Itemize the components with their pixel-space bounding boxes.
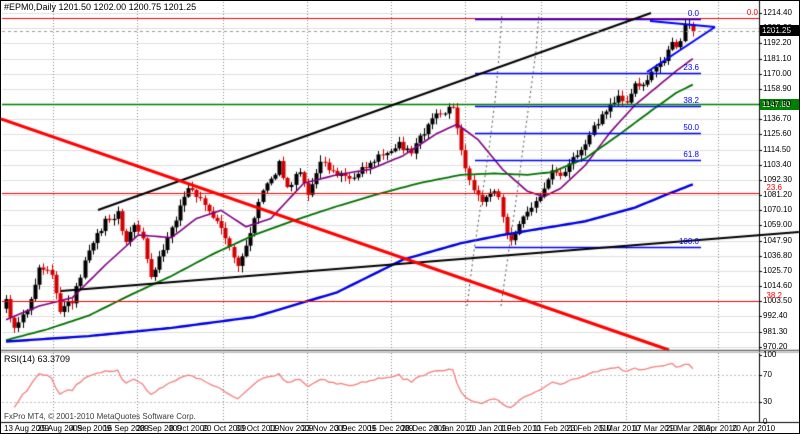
red-fib-level-label: 38.2	[766, 291, 782, 301]
time-axis-label: 20 Jan 2010	[467, 424, 512, 433]
blue-fib-level-label: 0.0	[687, 8, 699, 18]
time-axis-label: 29 Mar 2010	[665, 424, 711, 433]
price-axis-tick-label: 1136.70	[763, 114, 792, 124]
time-axis-label: 5 Mar 2010	[599, 424, 641, 433]
price-axis-tick-label: 1059.00	[763, 220, 792, 230]
time-axis-label: 25 Aug 2009	[37, 424, 83, 433]
price-axis-tick-label: 1181.10	[763, 53, 792, 63]
blue-fib-level-label: 50.0	[683, 122, 699, 132]
time-axis-label: 8 Oct 2009	[169, 424, 209, 433]
bid-price-box: 1201.25	[760, 25, 799, 37]
price-axis-tick-label: 1025.70	[763, 265, 792, 275]
time-axis-label: 15 Dec 2009	[367, 424, 414, 433]
price-axis-tick-label: 981.30	[763, 326, 788, 336]
blue-fib-level-label: 23.6	[683, 62, 699, 72]
time-axis-label: 8 Jan 2010	[434, 424, 474, 433]
time-axis-label: 20 Oct 2009	[202, 424, 247, 433]
red-fib-level-label: 23.6	[766, 182, 782, 192]
platform-copyright: FxPro MT4, © 2001-2010 MetaQuotes Softwa…	[4, 412, 196, 421]
rsi-indicator-label: RSI(14) 63.3709	[4, 355, 70, 364]
time-axis-label: 1 Feb 2010	[500, 424, 541, 433]
red-fib-level-label: 0.0	[746, 7, 758, 17]
rsi-axis-tick-label: 0	[763, 416, 768, 426]
time-axis-label: 3 Dec 2009	[334, 424, 376, 433]
time-axis-label: 4 Sep 2009	[70, 424, 112, 433]
price-axis-tick-label: 992.40	[763, 311, 788, 321]
price-axis-tick-label: 1047.90	[763, 235, 792, 245]
chart-title-ohlc: #EPM0,Daily 1201.50 1202.00 1200.75 1201…	[4, 2, 197, 12]
price-axis-tick-label: 1203.30	[763, 23, 792, 33]
price-axis-tick-label: 1014.60	[763, 281, 792, 291]
time-axis-label: 28 Dec 2009	[401, 424, 447, 433]
blue-fib-level-label: 100.0	[678, 237, 699, 247]
price-axis-tick-label: 1003.50	[763, 296, 792, 306]
rsi-axis-tick-label: 70	[763, 370, 772, 380]
time-axis-label: 28 Sep 2009	[136, 424, 182, 433]
price-axis-tick-label: 1103.40	[763, 159, 792, 169]
time-axis-label: 16 Sep 2009	[103, 424, 149, 433]
green-level-price-box: 1147.80	[760, 98, 799, 110]
time-axis-label: 11 Nov 2009	[268, 424, 314, 433]
price-axis-tick-label: 1036.80	[763, 250, 792, 260]
price-axis-tick-label: 1147.80	[763, 99, 792, 109]
price-axis-tick-label: 970.20	[763, 341, 788, 351]
time-axis-label: 30 Oct 2009	[235, 424, 280, 433]
price-axis-tick-label: 1070.10	[763, 205, 792, 215]
time-axis-label: 13 Aug 2009	[4, 424, 49, 433]
price-axis-tick-label: 1192.20	[763, 38, 792, 48]
rsi-value: 63.3709	[37, 354, 71, 364]
price-axis-tick-label: 1125.60	[763, 129, 792, 139]
time-axis-label: 11 Feb 2010	[533, 424, 578, 433]
time-axis-label: 23 Feb 2010	[566, 424, 612, 433]
time-axis-label: 23 Nov 2009	[301, 424, 348, 433]
blue-fib-level-label: 38.2	[683, 95, 699, 105]
price-axis-tick-label: 1170.00	[763, 68, 792, 78]
blue-fib-level-label: 61.8	[683, 150, 699, 160]
rsi-axis-tick-label: 100	[763, 350, 777, 360]
price-axis-tick-label: 1214.40	[763, 8, 792, 17]
time-axis-label: 20 Apr 2010	[731, 424, 776, 433]
price-axis-tick-label: 1158.90	[763, 83, 792, 93]
price-axis-tick-label: 1092.30	[763, 174, 792, 184]
time-axis-label: 8 Apr 2010	[698, 424, 738, 433]
price-axis-tick-label: 1114.50	[763, 144, 791, 154]
price-axis-tick-label: 1081.20	[763, 190, 792, 200]
rsi-name: RSI(14)	[4, 354, 36, 364]
time-axis-label: 17 Mar 2010	[632, 424, 678, 433]
rsi-axis-tick-label: 30	[763, 396, 772, 406]
